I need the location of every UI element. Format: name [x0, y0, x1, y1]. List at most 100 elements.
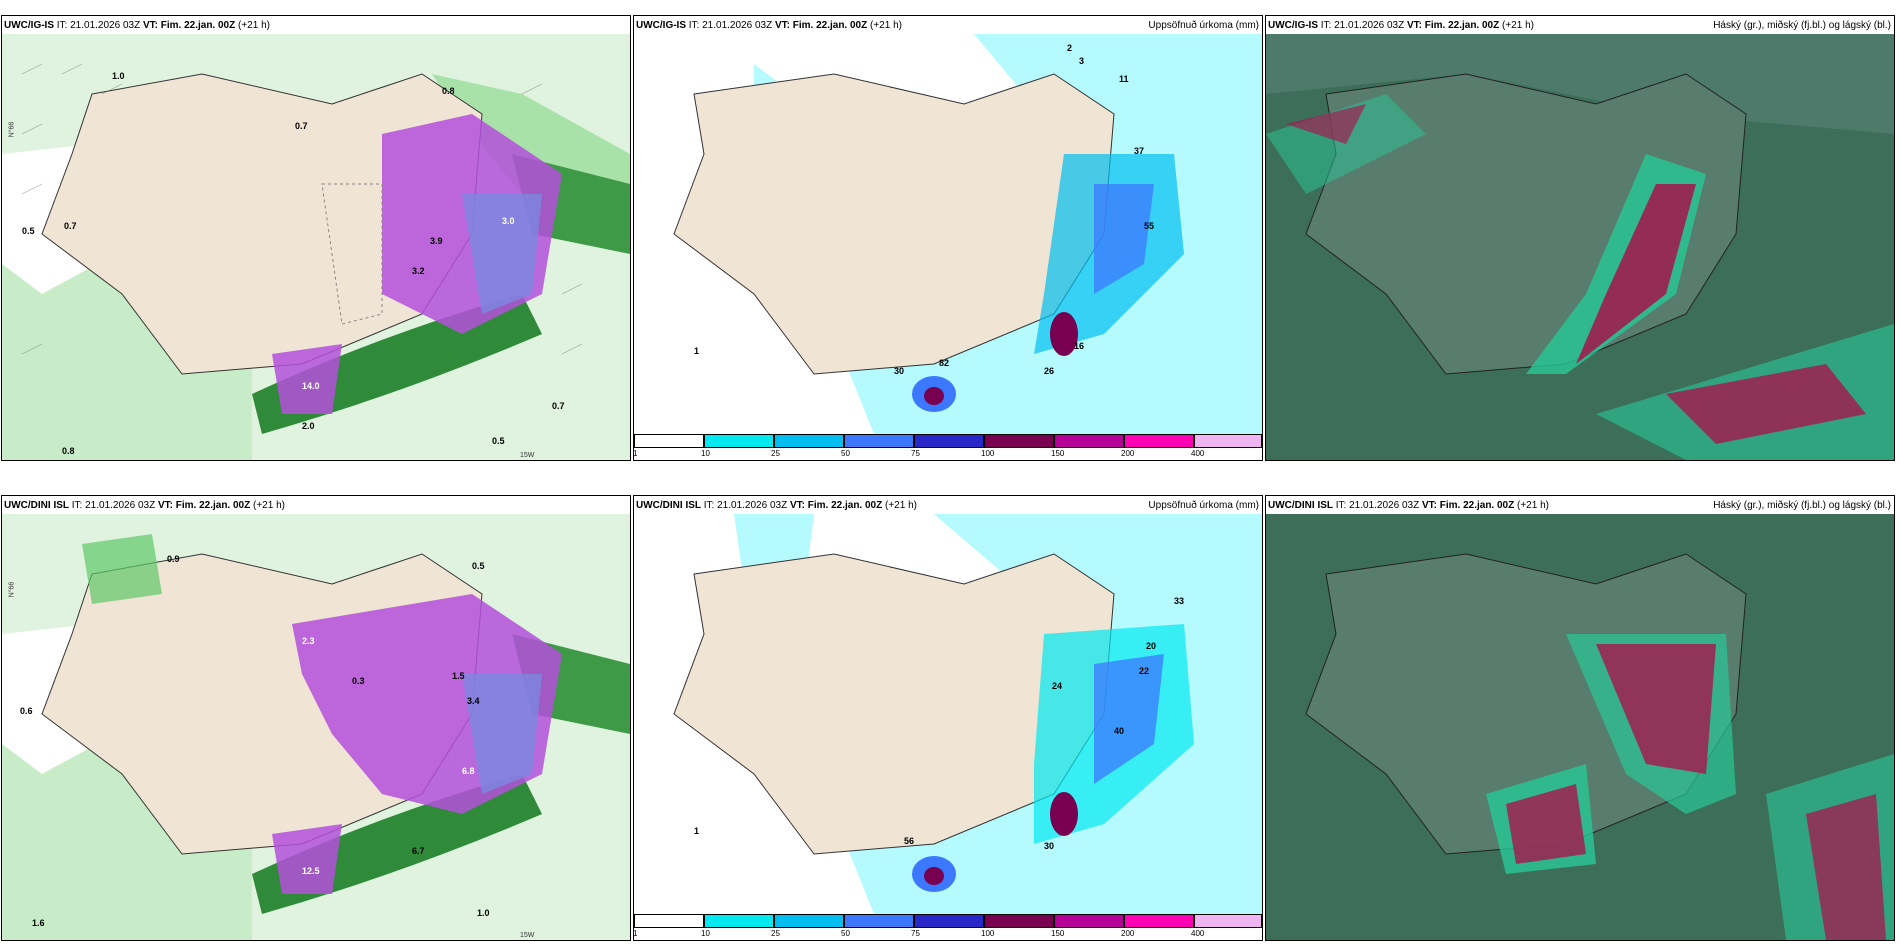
cloud-title: Háský (gr.), miðský (fj.bl.) og lágský (…: [1713, 500, 1891, 511]
colorbar-label: 100: [981, 929, 995, 938]
colorbar-cell-8: [1124, 914, 1194, 928]
precip-value-label: 22: [1139, 666, 1150, 676]
precip-title: Uppsöfnuð úrkoma (mm): [1148, 20, 1259, 31]
precip-value-label: 30: [894, 366, 905, 376]
panel-title: UWC/IG-IS IT: 21.01.2026 03Z VT: Fim. 22…: [4, 20, 270, 31]
precip-map-panel-row1: UWC/IG-IS IT: 21.01.2026 03Z VT: Fim. 22…: [633, 15, 1263, 461]
colorbar-label: 25: [771, 449, 780, 458]
snow-value-label: 0.6: [20, 706, 33, 716]
colorbar-cell-5: [914, 434, 984, 448]
panel-title: UWC/IG-IS IT: 21.01.2026 03Z VT: Fim. 22…: [1268, 20, 1534, 31]
precip-value-label: 30: [1044, 841, 1055, 851]
colorbar-cell-4: [844, 914, 914, 928]
colorbar-cell-1: [634, 914, 704, 928]
lat-label: N°66: [8, 581, 16, 598]
snow-value-label: 0.5: [492, 436, 505, 446]
cloud-title: Háský (gr.), miðský (fj.bl.) og lágský (…: [1713, 20, 1891, 31]
snow-value-label: 3.4: [467, 696, 480, 706]
snow-value-label: 0.5: [22, 226, 35, 236]
precip-value-label: 33: [1174, 596, 1185, 606]
colorbar-label: 1: [633, 449, 638, 458]
cloud-map: [1266, 34, 1894, 460]
snow-map-panel-row1: UWC/IG-IS IT: 21.01.2026 03Z VT: Fim. 22…: [1, 15, 631, 461]
snow-value-label: 0.8: [62, 446, 75, 456]
panel-title: UWC/DINI ISL IT: 21.01.2026 03Z VT: Fim.…: [636, 500, 917, 511]
precip-value-label: 16: [1074, 341, 1085, 351]
snow-value-label: 14.0: [302, 381, 320, 391]
colorbar-label: 1: [633, 929, 638, 938]
colorbar: 1 10 25 50 75 100 150 200 400: [634, 434, 1262, 460]
precip-value-label: 11: [1119, 74, 1129, 84]
snow-value-label: 2.0: [302, 421, 315, 431]
colorbar-label: 50: [841, 929, 850, 938]
colorbar-label: 50: [841, 449, 850, 458]
precip-value-label: 37: [1134, 146, 1145, 156]
colorbar-cell-7: [1054, 434, 1124, 448]
colorbar-cell-1: [634, 434, 704, 448]
colorbar-label: 10: [701, 929, 710, 938]
colorbar-label: 150: [1051, 449, 1065, 458]
snow-value-label: 0.3: [352, 676, 365, 686]
snow-value-label: 1.0: [112, 71, 125, 81]
panel-title: UWC/DINI ISL IT: 21.01.2026 03Z VT: Fim.…: [4, 500, 285, 511]
colorbar-cell-6: [984, 434, 1054, 448]
snow-value-label: 6.8: [462, 766, 475, 776]
snow-value-label: 3.0: [502, 216, 515, 226]
snow-value-label: 0.8: [442, 86, 455, 96]
cloud-map-panel-row1: UWC/IG-IS IT: 21.01.2026 03Z VT: Fim. 22…: [1265, 15, 1895, 461]
snow-value-label: 3.9: [430, 236, 443, 246]
colorbar-cell-9: [1194, 914, 1262, 928]
snow-value-label: 0.9: [167, 554, 180, 564]
panel-title: UWC/DINI ISL IT: 21.01.2026 03Z VT: Fim.…: [1268, 500, 1549, 511]
colorbar-label: 10: [701, 449, 710, 458]
snow-map: [2, 34, 630, 460]
colorbar-label: 100: [981, 449, 995, 458]
colorbar-cell-3: [774, 434, 844, 448]
snow-value-label: 0.5: [472, 561, 485, 571]
cloud-map-panel-row2: UWC/DINI ISL IT: 21.01.2026 03Z VT: Fim.…: [1265, 495, 1895, 941]
colorbar-label: 200: [1121, 929, 1135, 938]
colorbar-label: 75: [911, 449, 920, 458]
colorbar: 1 10 25 50 75 100 150 200 400: [634, 914, 1262, 940]
snow-value-label: 6.7: [412, 846, 425, 856]
precip-value-label: 1: [694, 826, 700, 836]
snow-value-label: 12.5: [302, 866, 320, 876]
precip-value-label: 24: [1052, 681, 1063, 691]
snow-value-label: 1.0: [477, 908, 490, 918]
colorbar-cell-6: [984, 914, 1054, 928]
colorbar-label: 150: [1051, 929, 1065, 938]
snow-map: [2, 514, 630, 940]
panel-title: UWC/IG-IS IT: 21.01.2026 03Z VT: Fim. 22…: [636, 20, 902, 31]
snow-value-label: 1.6: [32, 918, 45, 928]
colorbar-label: 400: [1191, 929, 1205, 938]
colorbar-cell-3: [774, 914, 844, 928]
precip-value-label: 26: [1044, 366, 1055, 376]
snow-value-label: 0.7: [64, 221, 77, 231]
lon-label: 15W: [520, 452, 535, 459]
colorbar-label: 400: [1191, 449, 1205, 458]
colorbar-cell-2: [704, 434, 774, 448]
precip-value-label: 1: [694, 346, 700, 356]
precip-map-panel-row2: UWC/DINI ISL IT: 21.01.2026 03Z VT: Fim.…: [633, 495, 1263, 941]
snow-value-label: 1.5: [452, 671, 465, 681]
colorbar-cell-2: [704, 914, 774, 928]
snow-map-panel-row2: UWC/DINI ISL IT: 21.01.2026 03Z VT: Fim.…: [1, 495, 631, 941]
colorbar-cell-4: [844, 434, 914, 448]
precip-value-label: 3: [1079, 56, 1085, 66]
colorbar-cell-5: [914, 914, 984, 928]
snow-value-label: 0.7: [295, 121, 308, 131]
cloud-map: [1266, 514, 1894, 940]
precip-value-label: 20: [1146, 641, 1157, 651]
precip-value-label: 2: [1067, 43, 1073, 53]
colorbar-label: 25: [771, 929, 780, 938]
colorbar-cell-7: [1054, 914, 1124, 928]
snow-value-label: 3.2: [412, 266, 425, 276]
colorbar-cell-9: [1194, 434, 1262, 448]
precip-value-label: 55: [1144, 221, 1155, 231]
precip-value-label: 40: [1114, 726, 1125, 736]
precip-value-label: 82: [939, 358, 950, 368]
colorbar-label: 200: [1121, 449, 1135, 458]
colorbar-cell-8: [1124, 434, 1194, 448]
precip-map: [634, 34, 1262, 434]
precip-map: [634, 514, 1262, 914]
